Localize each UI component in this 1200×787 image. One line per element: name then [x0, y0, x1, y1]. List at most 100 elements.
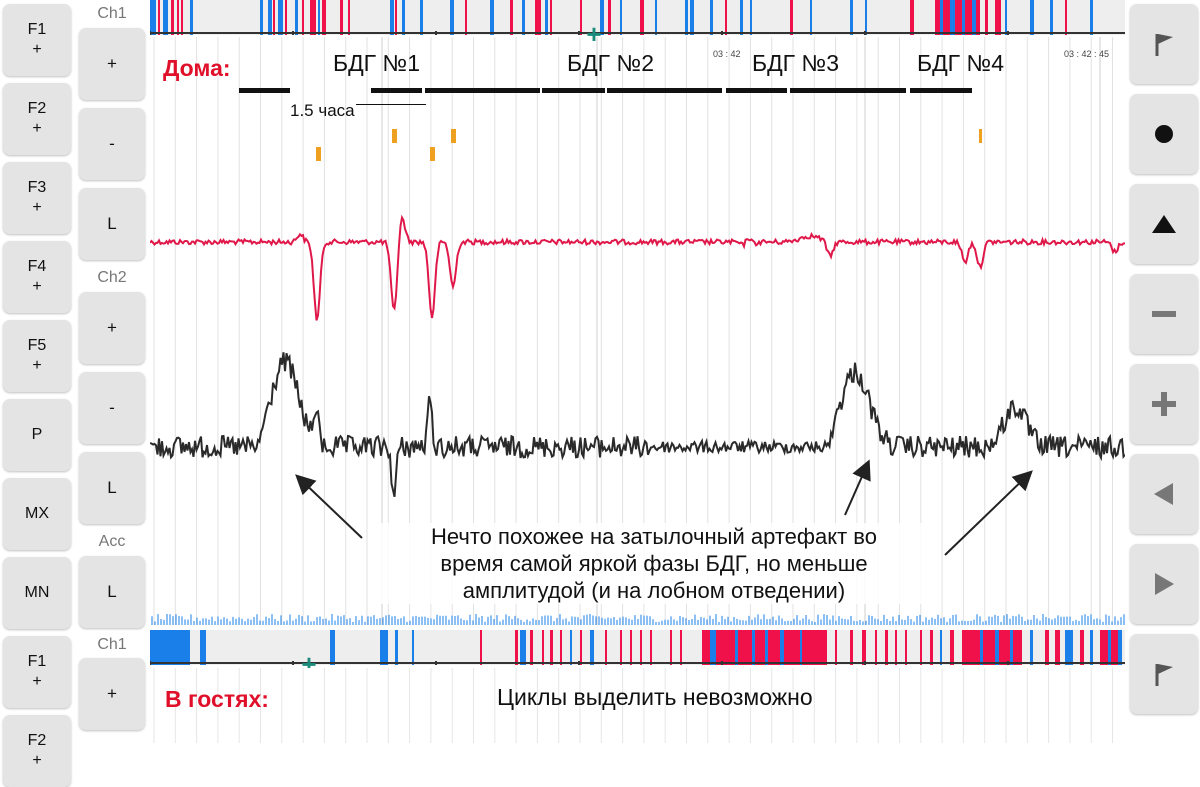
stripe-segment: [690, 0, 694, 35]
stripe-segment: [322, 0, 326, 35]
stripe-segment: [605, 630, 607, 665]
plus-icon: [1152, 392, 1176, 416]
stripe-segment: [620, 0, 622, 35]
stripe-segment: [1055, 630, 1060, 665]
bdg-cycle-bar: [542, 88, 605, 93]
stripe-segment: [1005, 0, 1007, 35]
hypnogram-stripe-bottom[interactable]: [150, 630, 1125, 665]
stripe-segment: [1030, 630, 1033, 665]
stripe-segment: [535, 0, 541, 35]
stripe-segment: [1090, 630, 1093, 665]
stripe-segment: [390, 0, 394, 35]
stripe-segment: [181, 0, 183, 35]
stripe-segment: [640, 630, 642, 665]
record-button[interactable]: [1130, 94, 1198, 174]
stripe-segment: [780, 630, 784, 665]
stripe-segment: [480, 630, 482, 665]
stripe-segment: [950, 0, 955, 35]
bdg4-label: БДГ №4: [917, 50, 1004, 76]
channel-control-column: Ch1 + - L Ch2 + - L Acc L Ch1 +: [76, 0, 148, 743]
stripe-segment: [395, 0, 397, 35]
stripe-segment: [515, 630, 518, 665]
stripe-segment: [1108, 630, 1111, 665]
stripe-segment: [542, 630, 544, 665]
f2-plus-button-2[interactable]: F2 +: [3, 715, 71, 787]
signal-plot-area[interactable]: [149, 37, 1126, 625]
f1-plus-button[interactable]: F1 +: [3, 4, 71, 76]
zoom-in-button[interactable]: [1130, 364, 1198, 444]
stripe-segment: [740, 0, 743, 35]
stripe-segment: [972, 0, 976, 35]
ch2-gain-plus-button[interactable]: +: [79, 292, 145, 364]
stripe-segment: [522, 0, 525, 35]
f1-plus-button-2[interactable]: F1 +: [3, 636, 71, 708]
stripe-segment: [1050, 0, 1053, 35]
stripe-segment: [962, 0, 965, 35]
flag-button[interactable]: [1130, 4, 1198, 84]
stripe-segment: [1118, 630, 1122, 665]
stripe-segment: [702, 630, 827, 665]
hypnogram-stripe-top[interactable]: [150, 0, 1125, 35]
stripe-segment: [1080, 630, 1084, 665]
signal-plot-svg: [149, 37, 1126, 625]
stripe-segment: [268, 0, 272, 35]
bdg-cycle-bar: [425, 88, 540, 93]
bdg-cycle-bar: [607, 88, 722, 93]
ch1-gain-plus-button[interactable]: +: [79, 28, 145, 100]
f3-plus-button[interactable]: F3 +: [3, 162, 71, 234]
stripe-segment: [835, 630, 837, 665]
acc-label: Acc: [98, 533, 126, 550]
bottom-plot-svg: [153, 668, 1113, 743]
triangle-right-icon: [1155, 573, 1174, 595]
ch2-gain-minus-button[interactable]: -: [79, 372, 145, 444]
stripe-segment: [530, 630, 533, 665]
bottom-plot-area[interactable]: [150, 668, 1125, 743]
stripe-segment: [630, 630, 632, 665]
annotation-text: Нечто похожее на затылочный артефакт во …: [372, 523, 936, 604]
stripe-segment: [885, 630, 888, 665]
stripe-segment: [710, 630, 716, 665]
ch1-gain-minus-button[interactable]: -: [79, 108, 145, 180]
stripe-segment: [580, 0, 582, 35]
ch1-red-trace: [149, 214, 1126, 321]
stripe-segment: [490, 0, 494, 35]
stripe-segment: [995, 0, 1001, 35]
stripe-segment: [1065, 630, 1073, 665]
stripe-segment: [285, 0, 287, 35]
ch1-l-button[interactable]: L: [79, 188, 145, 260]
mx-button[interactable]: MX: [3, 478, 71, 550]
stripe-segment: [608, 0, 611, 35]
stripe-segment: [190, 0, 193, 35]
f2-plus-button[interactable]: F2 +: [3, 83, 71, 155]
home-label: Дома:: [163, 55, 231, 81]
stripe-segment: [620, 630, 622, 665]
annotation-arrow: [844, 459, 871, 516]
stripe-segment: [340, 0, 343, 35]
mn-button[interactable]: MN: [3, 557, 71, 629]
ch2-black-trace: [149, 352, 1126, 498]
time-marker-1: 03 : 42: [713, 49, 741, 59]
stripe-segment: [310, 0, 316, 35]
ch2-label: Ch2: [97, 269, 127, 286]
stripe-segment: [655, 0, 657, 35]
f5-plus-button[interactable]: F5 +: [3, 320, 71, 392]
ch1-gain-plus-button-2[interactable]: +: [79, 658, 145, 730]
ch2-l-button[interactable]: L: [79, 452, 145, 524]
next-button[interactable]: [1130, 544, 1198, 624]
previous-button[interactable]: [1130, 454, 1198, 534]
stripe-segment: [465, 0, 467, 35]
flag-button-2[interactable]: [1130, 634, 1198, 714]
stripe-segment: [680, 630, 682, 665]
zoom-out-button[interactable]: [1130, 274, 1198, 354]
stripe-segment: [1010, 630, 1013, 665]
up-button[interactable]: [1130, 184, 1198, 264]
time-marker-2: 03 : 42 : 45: [1064, 49, 1110, 59]
acc-l-button[interactable]: L: [79, 556, 145, 628]
f4-plus-button[interactable]: F4 +: [3, 241, 71, 313]
function-key-column: F1 + F2 + F3 + F4 + F5 + P MX MN F1 + F2…: [0, 0, 75, 787]
triangle-up-icon: [1152, 215, 1176, 233]
p-button[interactable]: P: [3, 399, 71, 471]
position-cursor-top[interactable]: +: [586, 19, 602, 49]
stripe-segment: [725, 0, 727, 35]
event-marker: [430, 147, 435, 161]
